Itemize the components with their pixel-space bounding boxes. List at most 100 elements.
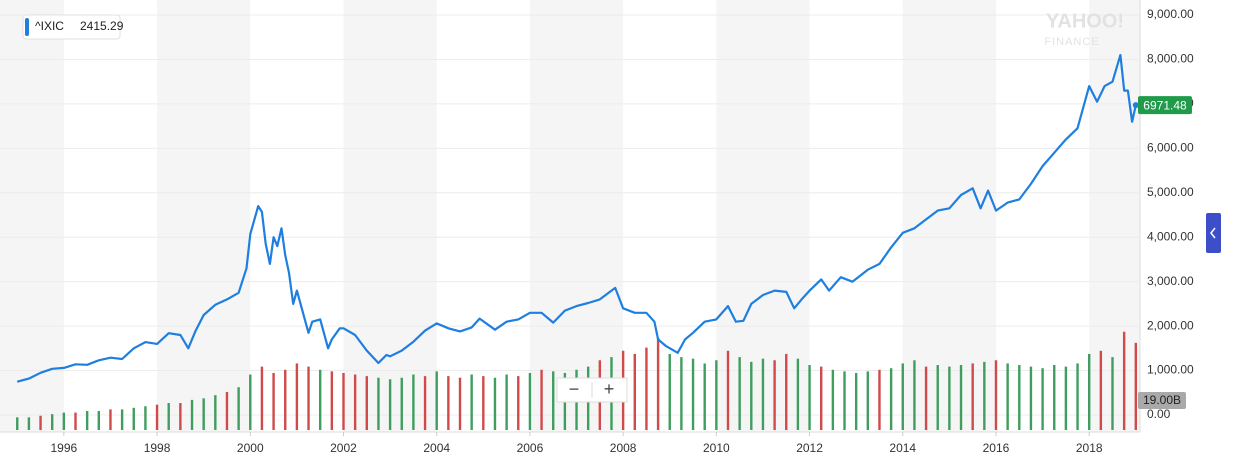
volume-bar <box>1076 363 1079 430</box>
year-band <box>902 0 996 432</box>
y-tick-label: 4,000.00 <box>1147 229 1194 243</box>
zoom-out-button[interactable]: − <box>569 379 580 399</box>
x-tick-label: 2006 <box>517 441 544 455</box>
volume-bar <box>272 372 275 430</box>
volume-bar <box>936 365 939 430</box>
volume-bar <box>854 372 858 430</box>
volume-bar <box>1006 363 1009 430</box>
volume-bar <box>820 366 823 430</box>
collapse-tab[interactable] <box>1206 213 1221 253</box>
volume-bar <box>878 369 881 430</box>
volume-bar <box>260 366 264 430</box>
volume-bar <box>435 371 438 430</box>
volume-bar <box>377 377 380 430</box>
volume-bar <box>691 358 695 430</box>
volume-bar <box>284 369 287 430</box>
volume-bar <box>831 369 835 430</box>
price-line <box>16 53 1137 383</box>
x-tick-label: 2008 <box>610 441 637 455</box>
volume-tag-label: 19.00B <box>1143 393 1181 407</box>
legend: ^IXIC 2415.29 <box>22 14 124 40</box>
year-band <box>1089 0 1140 432</box>
legend-box <box>22 14 121 40</box>
volume-bar <box>493 377 497 430</box>
volume-bar <box>528 372 532 430</box>
year-band <box>343 0 437 432</box>
x-tick-label: 2016 <box>983 441 1010 455</box>
volume-bar <box>470 374 473 430</box>
volume-bar <box>202 398 205 430</box>
volume-bar <box>62 412 66 430</box>
volume-bar <box>1041 368 1044 430</box>
volume-bar <box>388 379 392 430</box>
volume-bar <box>738 357 741 430</box>
volume-bar <box>971 363 974 430</box>
volume-tag <box>1138 392 1186 409</box>
volume-bar <box>179 403 182 430</box>
legend-swatch <box>25 18 29 36</box>
volume-bar <box>342 372 345 430</box>
volume-bar <box>74 412 77 430</box>
volume-bar <box>715 360 718 430</box>
x-tick-label: 2018 <box>1076 441 1103 455</box>
y-tick-label: 6,000.00 <box>1147 141 1194 155</box>
volume-bar <box>948 366 951 430</box>
year-bands <box>0 0 1141 433</box>
last-price-label: 6971.48 <box>1143 98 1187 112</box>
volume-bar <box>785 353 788 430</box>
watermark-sub: FINANCE <box>1044 36 1099 48</box>
volume-bar <box>423 376 427 430</box>
value-tags: 6971.48 19.00B <box>1132 96 1192 409</box>
volume-bar <box>843 371 846 430</box>
volume-bar <box>155 404 159 430</box>
volume-bar <box>214 395 217 430</box>
x-tick-label: 2002 <box>330 441 357 455</box>
volume-bar <box>447 376 450 430</box>
volume-bar <box>983 361 986 430</box>
volume-bar <box>167 403 170 430</box>
volume-bar <box>645 347 648 430</box>
zoom-in-button[interactable]: + <box>604 379 615 399</box>
volume-bar <box>458 377 462 430</box>
y-tick-label: 9,000.00 <box>1147 7 1194 21</box>
volume-bar <box>97 410 101 430</box>
volume-bar <box>132 407 135 430</box>
last-price-tag <box>1138 96 1192 115</box>
collapse-button[interactable] <box>1206 213 1221 253</box>
volume-bar <box>1111 357 1114 430</box>
volume-bar <box>1053 365 1056 430</box>
last-point <box>1132 102 1139 109</box>
year-band <box>0 0 64 432</box>
volume-bar <box>1099 350 1103 430</box>
grid: 0.00 1,000.00 2,000.00 3,000.00 4,000.00 5,00… <box>0 7 1194 455</box>
x-tick-label: 2010 <box>703 441 730 455</box>
y-tick-label: 1,000.00 <box>1147 363 1194 377</box>
volume-bar <box>190 399 194 430</box>
volume-bar <box>656 338 660 430</box>
volume-bar <box>633 353 636 430</box>
volume-bar <box>39 415 42 430</box>
collapse-icon <box>1210 227 1216 239</box>
volume-bar <box>225 391 229 430</box>
year-band <box>157 0 251 432</box>
volume-bar <box>808 365 811 430</box>
y-tick-label: 3,000.00 <box>1147 274 1194 288</box>
y-tick-label: 0.00 <box>1147 407 1171 421</box>
volume-bar <box>85 410 89 430</box>
volume-bar <box>1134 342 1138 430</box>
year-band <box>529 0 624 432</box>
price-line <box>16 53 1137 383</box>
volume-bar <box>994 360 998 430</box>
zoom-controls: − + <box>556 377 628 403</box>
volume-bar <box>400 377 403 430</box>
x-tick-label: 2012 <box>796 441 823 455</box>
volume-bar <box>889 368 893 430</box>
x-tick-label: 1996 <box>50 441 77 455</box>
watermark: YAHOO! <box>1046 10 1124 32</box>
volume-bar <box>295 363 299 430</box>
volume-bar <box>1064 366 1068 430</box>
volume-bar <box>1087 353 1091 430</box>
volume-bar <box>307 366 310 430</box>
volume-bar <box>761 358 765 430</box>
